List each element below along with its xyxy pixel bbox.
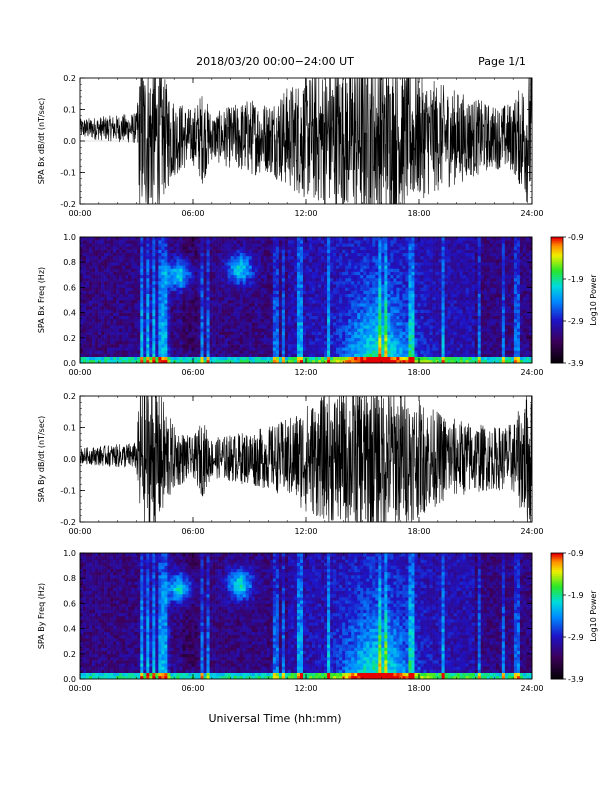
- colorbar-tick-label: -3.9: [568, 675, 584, 684]
- x-tick-label: 00:00: [68, 368, 91, 377]
- y-tick-label: 0.0: [63, 455, 76, 464]
- x-tick-label: 24:00: [520, 368, 543, 377]
- y-tick-label: 0.0: [63, 137, 76, 146]
- x-axis-title: Universal Time (hh:mm): [209, 712, 342, 725]
- y-tick-label: 0.4: [63, 625, 76, 634]
- y-tick-label: 0.6: [63, 599, 76, 608]
- x-tick-label: 12:00: [294, 368, 317, 377]
- y-tick-label: 0.8: [63, 574, 76, 583]
- page-number: Page 1/1: [478, 55, 526, 68]
- x-tick-label: 18:00: [407, 209, 430, 218]
- y-tick-label: 0.8: [63, 258, 76, 267]
- x-tick-label: 18:00: [407, 684, 430, 693]
- y-tick-label: -0.2: [60, 200, 76, 209]
- x-tick-label: 00:00: [68, 684, 91, 693]
- y-axis-title: SPA By dB/dt (nT/sec): [37, 416, 46, 503]
- colorbar-label: Log10 Power: [589, 274, 598, 326]
- y-tick-label: 0.0: [63, 675, 76, 684]
- colorbar-tick-label: -0.9: [568, 233, 584, 242]
- y-tick-label: 0.2: [63, 650, 76, 659]
- y-tick-label: 0.1: [63, 424, 76, 433]
- by_waveform-panel: -0.2 -0.1 0.0 0.1 0.2 00:00 06:00 12:00 18:00 24:…: [37, 392, 544, 536]
- colorbar-tick-label: -1.9: [568, 591, 584, 600]
- colorbar-tick-label: -3.9: [568, 359, 584, 368]
- x-tick-label: 06:00: [181, 209, 204, 218]
- y-tick-label: 0.2: [63, 392, 76, 401]
- y-tick-label: 0.6: [63, 283, 76, 292]
- colorbar-frame: [550, 236, 564, 364]
- x-tick-label: 12:00: [294, 527, 317, 536]
- by_spectrogram-panel: -0.9 -1.9 -2.9 -3.9 Log10 Power 0.0 0.2 0.4 0.6 0…: [37, 549, 598, 693]
- bx_waveform-trace: [80, 78, 532, 204]
- y-tick-label: 0.2: [63, 334, 76, 343]
- x-tick-label: 12:00: [294, 209, 317, 218]
- y-axis-title: SPA By Freq (Hz): [37, 583, 46, 649]
- colorbar-frame: [550, 552, 564, 680]
- x-tick-label: 06:00: [181, 684, 204, 693]
- x-tick-label: 18:00: [407, 527, 430, 536]
- colorbar-tick-label: -1.9: [568, 275, 584, 284]
- y-tick-label: 0.1: [63, 106, 76, 115]
- x-tick-label: 18:00: [407, 368, 430, 377]
- colorbar-tick-label: -2.9: [568, 633, 584, 642]
- y-tick-label: 0.0: [63, 359, 76, 368]
- colorbar-label: Log10 Power: [589, 590, 598, 642]
- y-tick-label: 1.0: [63, 233, 76, 242]
- y-tick-label: 0.2: [63, 74, 76, 83]
- y-tick-label: 1.0: [63, 549, 76, 558]
- x-tick-label: 06:00: [181, 527, 204, 536]
- bx_waveform-panel: -0.2 -0.1 0.0 0.1 0.2 00:00 06:00 12:00 18:00 24:…: [37, 74, 544, 218]
- x-tick-label: 24:00: [520, 209, 543, 218]
- y-axis-title: SPA Bx dB/dt (nT/sec): [37, 98, 46, 185]
- x-tick-label: 12:00: [294, 684, 317, 693]
- by_waveform-trace: [80, 396, 532, 522]
- y-tick-label: -0.1: [60, 487, 76, 496]
- x-tick-label: 00:00: [68, 527, 91, 536]
- y-tick-label: -0.1: [60, 169, 76, 178]
- colorbar-tick-label: -2.9: [568, 317, 584, 326]
- colorbar-tick-label: -0.9: [568, 549, 584, 558]
- y-tick-label: 0.4: [63, 309, 76, 318]
- x-tick-label: 00:00: [68, 209, 91, 218]
- x-tick-label: 24:00: [520, 684, 543, 693]
- y-axis-title: SPA Bx Freq (Hz): [37, 267, 46, 333]
- x-tick-label: 06:00: [181, 368, 204, 377]
- bx_spectrogram-panel: -0.9 -1.9 -2.9 -3.9 Log10 Power 0.0 0.2 0.4 0.6 0…: [37, 233, 598, 377]
- x-tick-label: 24:00: [520, 527, 543, 536]
- y-tick-label: -0.2: [60, 518, 76, 527]
- plot-title: 2018/03/20 00:00−24:00 UT: [196, 55, 354, 68]
